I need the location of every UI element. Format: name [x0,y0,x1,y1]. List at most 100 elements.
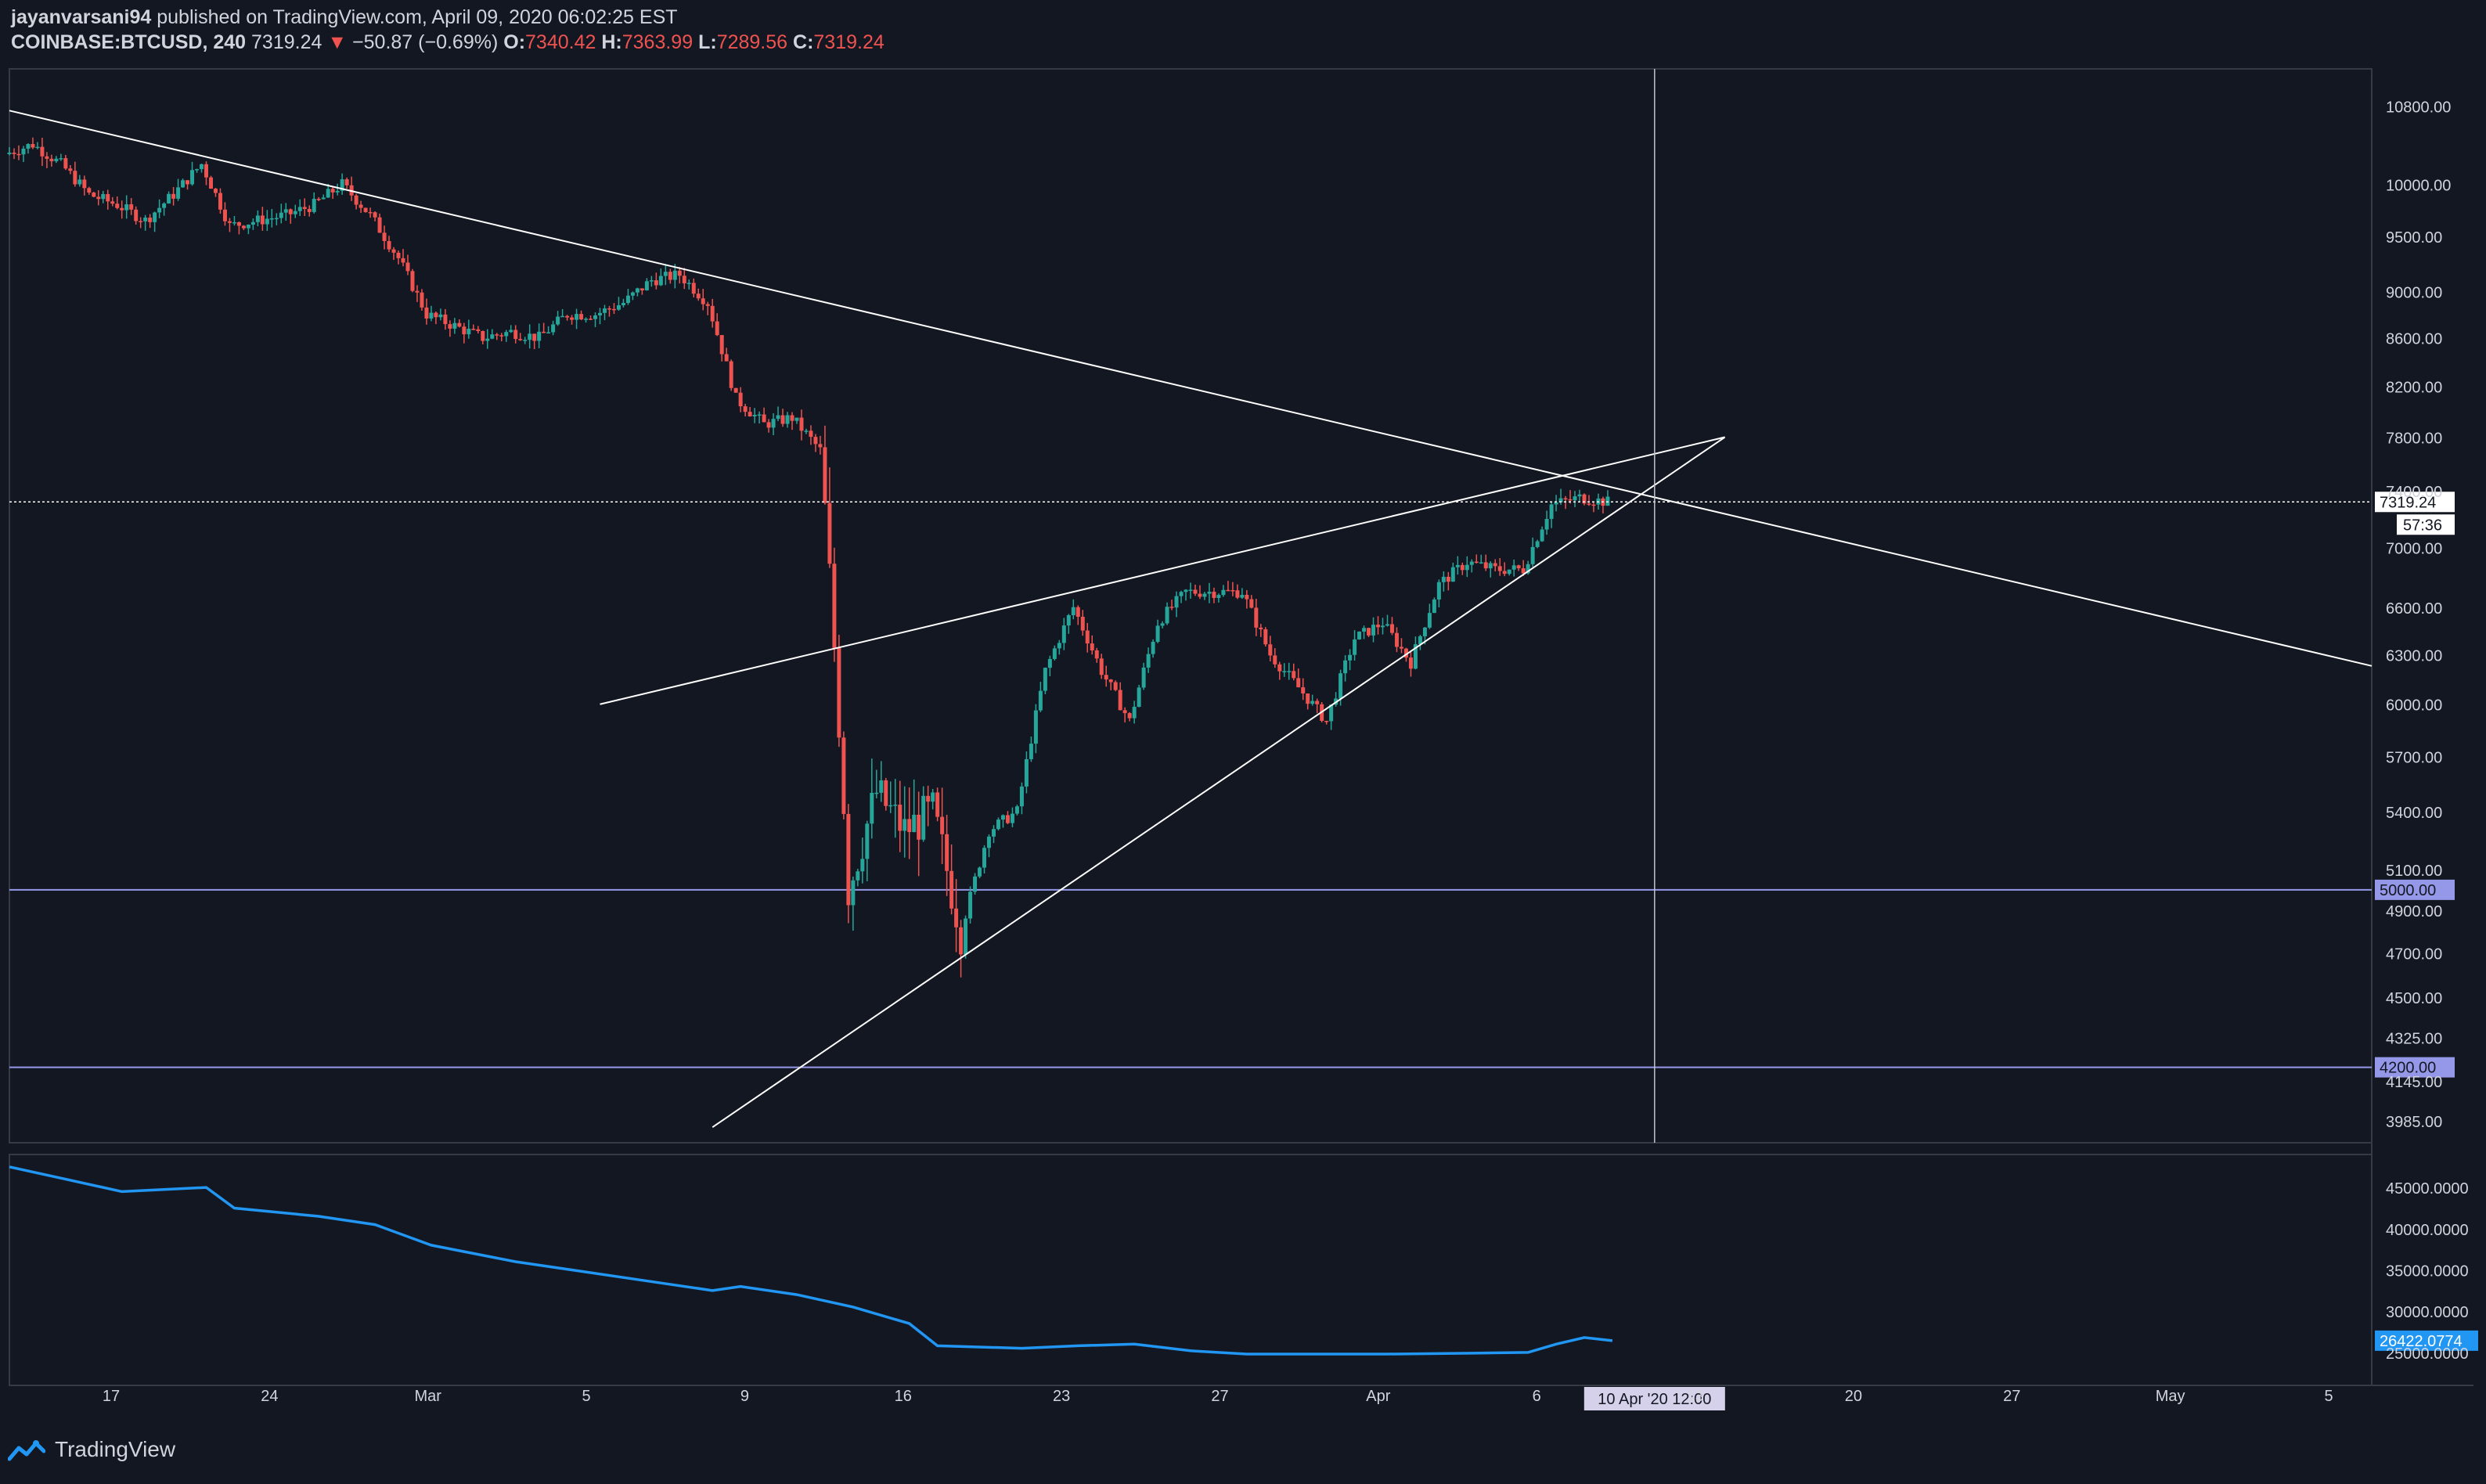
candle-body [106,193,110,202]
candle-body [232,222,236,224]
candle-body [1080,616,1085,631]
publisher-name[interactable]: jayanvarsani94 [11,6,152,28]
candle-body [452,322,457,329]
candle-body [841,737,846,814]
candle-body [1497,566,1502,571]
candle-body [499,335,504,337]
candle-body [1277,664,1282,672]
candle-body [1573,496,1577,501]
candle-body [705,304,710,306]
candle-body [509,330,513,333]
candle-body [171,193,176,199]
candle-body [462,326,467,335]
candle-body [640,288,644,290]
candle-body [330,189,335,193]
candle-body [68,168,73,171]
candle-body [738,392,743,407]
candle-body [1329,704,1334,722]
candle-body [354,195,358,205]
tradingview-logo-icon [8,1440,45,1461]
candle-body [1432,599,1436,614]
candle-body [213,189,218,193]
price-axis-tick: 10800.00 [2386,99,2451,116]
candle-body [635,288,640,293]
trendline-wedge-upper[interactable] [600,436,1725,705]
candle-body [200,164,204,170]
candle-body [1202,593,1207,597]
candle-body [1047,658,1052,668]
candle-body [1141,667,1146,688]
time-axis-tick: 20 [1845,1388,1862,1405]
candle-body [476,329,481,331]
candle-body [570,317,575,320]
candle-body [1094,650,1099,659]
candle-body [1483,562,1488,569]
candle-body [405,262,410,272]
candle-body [35,146,40,149]
candle-body [565,315,570,318]
last-price: 7319.24 [251,31,322,53]
candle-body [917,814,921,840]
candle-body [1259,627,1263,630]
candle-body [1038,690,1043,711]
candle-body [903,819,907,831]
price-axis-tick: 6600.00 [2386,600,2442,618]
candle-body [293,211,297,214]
candle-body [799,417,804,431]
candle-body [748,412,752,416]
candle-body [1085,630,1090,644]
tradingview-branding[interactable]: TradingView [8,1437,175,1462]
candle-body [762,414,766,423]
candle-body [729,361,733,388]
candle-body [1507,569,1511,575]
candle-body [1198,593,1202,597]
candle-body [195,169,200,171]
candle-body [1376,625,1381,628]
candle-body [949,870,954,909]
candle-body [288,209,293,214]
candle-body [537,331,542,341]
candle-body [1230,589,1235,592]
candle-body [1587,503,1591,505]
time-axis-tick: 27 [2003,1388,2020,1405]
candle-body [344,179,349,186]
candle-body [940,816,945,834]
candle-body [87,188,92,193]
candle-body [1591,504,1596,506]
candle-body [1212,592,1216,598]
price-axis-tick: 6300.00 [2386,647,2442,665]
candle-body [865,823,870,859]
candle-body [912,814,917,833]
candle-body [429,312,434,319]
candle-body [785,415,790,424]
trendline-descending-resistance[interactable] [9,110,2373,667]
candle-body [279,212,283,218]
candle-body [780,415,785,424]
candle-body [1010,813,1014,823]
candle-body [616,305,621,310]
candle-body [481,330,485,341]
candle-body [1179,592,1184,596]
candle-body [218,193,222,210]
candle-body [893,805,898,806]
candle-body [888,805,893,807]
trendline-wedge-lower[interactable] [712,436,1726,1128]
candle-body [373,212,377,218]
symbol-label[interactable]: COINBASE:BTCUSD, 240 [11,31,247,53]
candle-body [134,209,139,222]
candle-body [101,193,106,200]
candle-body [968,891,973,919]
time-axis-tick: 24 [261,1388,278,1405]
candle-body [340,179,344,191]
candle-body [1113,682,1118,690]
candle-body [794,417,799,421]
candle-body [448,324,452,329]
low-label: L: [698,31,717,53]
candle-body [21,148,26,155]
candle-body [1511,565,1516,570]
candle-body [598,312,602,316]
candle-body [790,415,794,421]
candle-body [982,848,987,868]
candle-body [1353,639,1357,655]
